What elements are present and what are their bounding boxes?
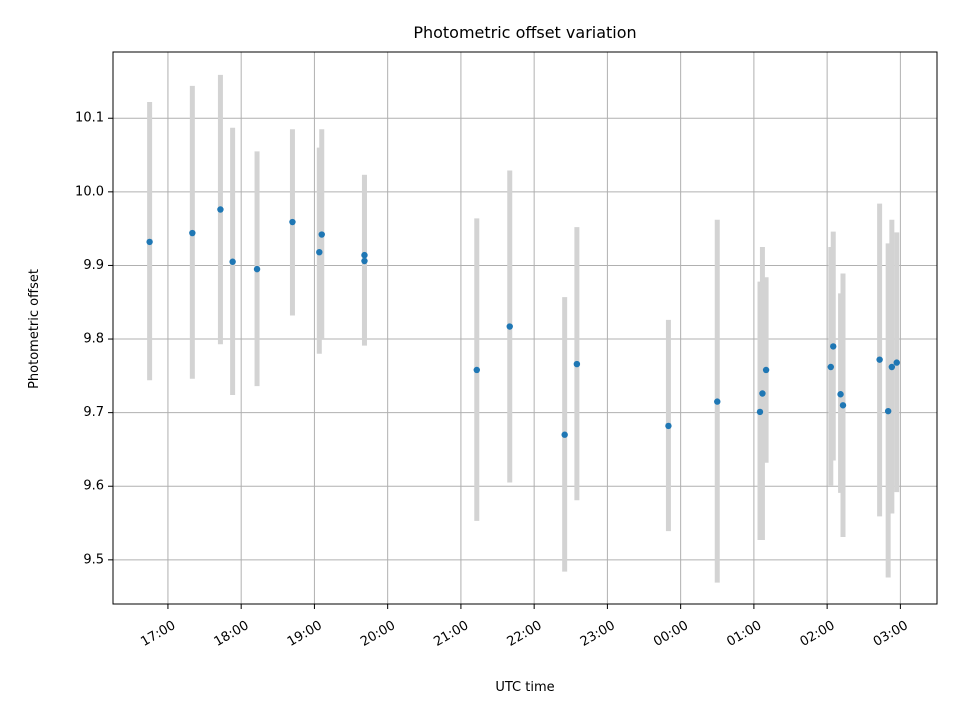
data-point [506, 323, 513, 330]
x-tick-label: 02:00 [798, 618, 838, 650]
data-point [561, 431, 568, 438]
data-point [827, 363, 834, 371]
data-point [839, 402, 847, 409]
x-tick-label: 00:00 [651, 618, 691, 650]
data-point [289, 218, 296, 226]
data-point [253, 265, 261, 273]
x-axis-label: UTC time [495, 680, 554, 695]
data-point [316, 248, 323, 256]
data-point [361, 251, 368, 259]
y-tick-label: 9.9 [83, 258, 104, 273]
x-axis-ticks: 17:00 18:00 19:00 20:00 21:00 22:00 23:00 00:00… [138, 604, 911, 650]
data-point [893, 359, 900, 366]
x-tick-label: 22:00 [505, 618, 545, 650]
data-point [318, 231, 325, 238]
x-tick-label: 18:00 [212, 618, 252, 650]
data-point [759, 390, 766, 397]
plot-frame [112, 51, 938, 605]
data-point [837, 391, 844, 398]
data-point [146, 238, 153, 246]
y-tick-label: 9.5 [83, 552, 104, 567]
data-point [714, 398, 721, 405]
data-point [756, 408, 764, 416]
data-point [473, 366, 480, 374]
data-point [217, 206, 224, 213]
data-point [762, 366, 770, 374]
data-point [573, 360, 581, 368]
y-axis-label: Photometric offset [27, 269, 42, 389]
x-tick-label: 17:00 [138, 618, 178, 650]
x-tick-label: 01:00 [724, 618, 764, 650]
y-tick-label: 9.6 [83, 479, 104, 494]
x-tick-label: 21:00 [431, 618, 471, 650]
y-tick-label: 9.7 [83, 405, 104, 420]
data-point [876, 356, 883, 363]
x-tick-label: 20:00 [358, 618, 398, 650]
x-tick-label: 19:00 [285, 618, 325, 650]
data-point [888, 363, 896, 371]
data-point [229, 258, 236, 265]
grid-lines [113, 52, 937, 604]
y-axis-ticks: 9.5 9.6 9.7 9.8 9.9 10.0 10.1 [75, 111, 113, 567]
data-point [189, 229, 196, 237]
x-tick-label: 03:00 [871, 618, 911, 650]
error-bars [147, 74, 900, 583]
x-tick-label: 23:00 [578, 618, 618, 650]
data-point [361, 257, 368, 265]
y-tick-label: 9.8 [83, 332, 104, 347]
data-point [665, 422, 672, 430]
data-points [146, 206, 900, 438]
y-tick-label: 10.0 [75, 184, 104, 199]
y-tick-label: 10.1 [75, 111, 104, 126]
chart-title: Photometric offset variation [413, 23, 636, 42]
data-point [830, 343, 837, 350]
data-point [884, 407, 892, 415]
